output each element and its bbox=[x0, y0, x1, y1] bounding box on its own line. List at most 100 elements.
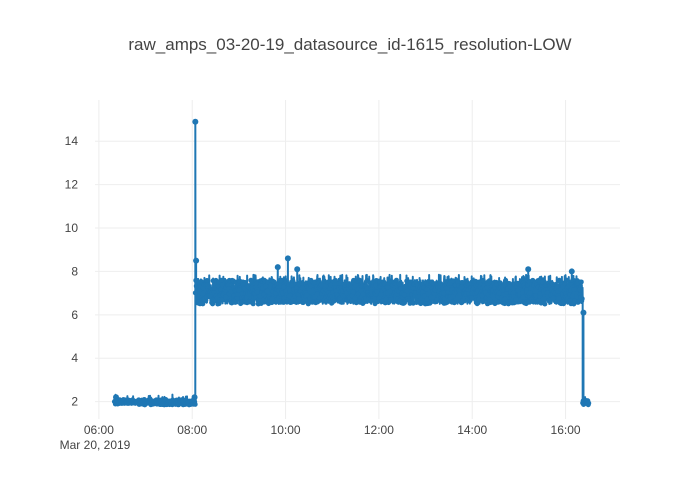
y-tick-label: 4 bbox=[71, 351, 78, 365]
data-point bbox=[578, 279, 584, 285]
data-point bbox=[530, 299, 536, 305]
data-point bbox=[496, 290, 502, 296]
data-point bbox=[528, 285, 534, 291]
data-point bbox=[374, 289, 380, 295]
data-point bbox=[192, 118, 199, 125]
grid bbox=[95, 100, 620, 419]
data-point bbox=[248, 278, 254, 284]
data-point bbox=[289, 283, 295, 289]
data-point bbox=[235, 291, 241, 297]
data-point bbox=[296, 296, 302, 302]
data-point bbox=[469, 295, 475, 301]
x-date-label: Mar 20, 2019 bbox=[60, 438, 131, 452]
data-point bbox=[192, 290, 198, 296]
data-point bbox=[350, 289, 356, 295]
data-point bbox=[568, 268, 575, 275]
data-point bbox=[510, 290, 516, 296]
data-point bbox=[193, 257, 200, 264]
data-point bbox=[569, 293, 575, 299]
data-point bbox=[519, 290, 525, 296]
data-point bbox=[441, 290, 447, 296]
data-point bbox=[364, 286, 370, 292]
data-point bbox=[287, 287, 293, 293]
data-point bbox=[525, 266, 532, 273]
data-point bbox=[294, 266, 301, 273]
y-tick-label: 10 bbox=[65, 221, 79, 235]
data-point bbox=[556, 295, 562, 301]
axes: 2 4 6 8 10 12 14 06:00 08:00 10:00 12:00 14:00 16:00 bbox=[65, 134, 581, 437]
data-point bbox=[450, 278, 456, 284]
data-point bbox=[561, 301, 567, 307]
data-point bbox=[194, 278, 200, 284]
data-point bbox=[527, 290, 533, 296]
data-point bbox=[218, 277, 224, 283]
data-point bbox=[430, 294, 436, 300]
data-point bbox=[550, 295, 556, 301]
data-point bbox=[254, 289, 260, 295]
data-point bbox=[284, 255, 291, 262]
data-point bbox=[339, 299, 345, 305]
data-point bbox=[385, 284, 391, 290]
data-point bbox=[398, 286, 404, 292]
y-tick-label: 8 bbox=[71, 264, 78, 278]
series-line bbox=[113, 120, 590, 406]
data-point bbox=[263, 283, 269, 289]
data-point bbox=[299, 280, 305, 286]
data-point bbox=[486, 278, 492, 284]
data-point bbox=[360, 291, 366, 297]
data-point bbox=[520, 294, 526, 300]
x-tick-label: 06:00 bbox=[84, 423, 114, 437]
x-tick-label: 16:00 bbox=[551, 423, 581, 437]
data-point bbox=[474, 301, 480, 307]
data-point bbox=[368, 298, 374, 304]
data-point bbox=[579, 296, 585, 302]
data-point bbox=[424, 286, 430, 292]
data-point bbox=[341, 281, 347, 287]
data-point bbox=[269, 300, 275, 306]
data-point bbox=[577, 287, 583, 293]
chart-title: raw_amps_03-20-19_datasource_id-1615_res… bbox=[128, 35, 571, 54]
data-point bbox=[507, 284, 513, 290]
data-point bbox=[332, 277, 338, 283]
data-point bbox=[308, 283, 314, 289]
data-point bbox=[580, 309, 587, 316]
y-tick-label: 12 bbox=[65, 178, 79, 192]
data-point bbox=[353, 282, 359, 288]
data-point bbox=[414, 300, 420, 306]
x-tick-label: 08:00 bbox=[177, 423, 207, 437]
data-point bbox=[498, 280, 504, 286]
data-point bbox=[538, 300, 544, 306]
data-point bbox=[480, 277, 486, 283]
data-point bbox=[387, 288, 393, 294]
data-point bbox=[223, 294, 229, 300]
data-point bbox=[459, 284, 465, 290]
data-point bbox=[299, 285, 305, 291]
data-point bbox=[568, 281, 574, 287]
data-point bbox=[451, 300, 457, 306]
data-point bbox=[487, 297, 493, 303]
y-tick-label: 2 bbox=[71, 395, 78, 409]
data-point bbox=[200, 301, 206, 307]
data-point bbox=[378, 292, 384, 298]
data-point bbox=[328, 282, 334, 288]
data-point bbox=[331, 298, 337, 304]
data-point bbox=[442, 300, 448, 306]
data-point bbox=[318, 282, 324, 288]
data-point bbox=[218, 287, 224, 293]
x-tick-label: 14:00 bbox=[457, 423, 487, 437]
data-point bbox=[533, 293, 539, 299]
data-point bbox=[204, 277, 210, 283]
data-point bbox=[542, 301, 548, 307]
data-point bbox=[246, 299, 252, 305]
data-point bbox=[290, 278, 296, 284]
data-point bbox=[571, 286, 577, 292]
data-point bbox=[434, 297, 440, 303]
data-point bbox=[554, 283, 560, 289]
series-1615-amps bbox=[113, 120, 590, 406]
data-point bbox=[204, 282, 210, 288]
data-point bbox=[232, 299, 238, 305]
data-point bbox=[444, 285, 450, 291]
y-tick-label: 6 bbox=[71, 308, 78, 322]
data-point bbox=[258, 301, 264, 307]
